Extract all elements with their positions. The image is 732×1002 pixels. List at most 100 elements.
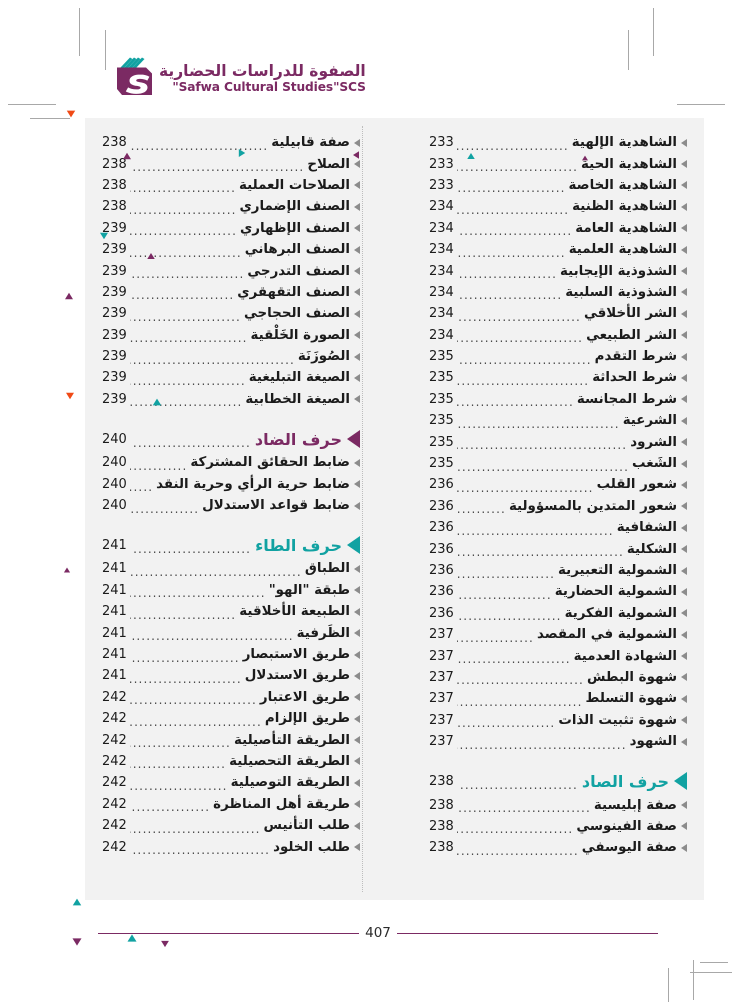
index-entry[interactable]: الصنف الإضماري 238 [102,196,360,217]
dot-leader [457,696,583,708]
index-entry[interactable]: الشرود 235 [429,431,687,452]
index-entry[interactable]: ضابط حرية الرأي وحرية النقد 240 [102,473,360,494]
index-entry[interactable]: الشاهدية الحية 233 [429,153,687,174]
dot-leader [130,609,236,621]
index-entry[interactable]: الشرعية 235 [429,410,687,431]
index-entry[interactable]: الشمولية التعبيرية 236 [429,560,687,581]
index-entry[interactable]: الطريقة التأصيلية 242 [102,729,360,750]
index-entry[interactable]: الشر الطبيعي 234 [429,325,687,346]
index-entry[interactable]: الشاهدية الإلهية 233 [429,132,687,153]
index-entry[interactable]: الشذوذية السلبية 234 [429,282,687,303]
entry-page-number: 233 [429,135,454,151]
index-entry[interactable]: شرط المجانسة 235 [429,389,687,410]
index-entry[interactable]: الصنف التقهقري 239 [102,282,360,303]
index-entry[interactable]: الشمولية الفكرية 236 [429,603,687,624]
entry-bullet-icon [681,630,687,639]
index-entry[interactable]: الشمولية في المقصد 237 [429,624,687,645]
crop-mark-top-left-h2 [30,118,70,119]
entry-page-number: 235 [429,456,454,472]
index-entry[interactable]: الصُوزَنَة 239 [102,346,360,367]
entry-page-number: 235 [429,349,454,365]
index-entry[interactable]: الشهود 237 [429,731,687,752]
index-entry[interactable]: شرط الحداثة 235 [429,367,687,388]
entry-label: الصنف الحجاجي [243,306,350,322]
entry-bullet-icon [681,694,687,703]
section-label: حرف الضاد [254,429,342,449]
index-entry[interactable]: الصيغة التبليغية 239 [102,367,360,388]
entry-label: شرط المجانسة [576,391,677,407]
index-entry[interactable]: شهوة البطش 237 [429,667,687,688]
entry-bullet-icon [354,821,360,830]
index-entry[interactable]: طريق الاستبصار 241 [102,644,360,665]
index-entry[interactable]: الشاهدية الظنية 234 [429,196,687,217]
index-entry[interactable]: طلب التأنيس 242 [102,815,360,836]
entry-bullet-icon [681,523,687,532]
index-entry[interactable]: الصيغة الخطابية 239 [102,389,360,410]
index-entry[interactable]: صفة قابيلية 238 [102,132,360,153]
index-entry[interactable]: شعور المتدين بالمسؤولية 236 [429,496,687,517]
entry-label: شهوة البطش [586,669,677,685]
entry-bullet-icon [681,416,687,425]
entry-label: الصنف التدرجي [247,263,350,279]
index-entry[interactable]: الصنف التدرجي 239 [102,260,360,281]
index-entry[interactable]: ضابط الحقائق المشتركة 240 [102,452,360,473]
index-entry[interactable]: الظَرفية 241 [102,622,360,643]
entry-bullet-icon [354,650,360,659]
index-entry[interactable]: الصلاحات العملية 238 [102,175,360,196]
index-entry[interactable]: الصلاح 238 [102,153,360,174]
index-entry[interactable]: طريق الاستدلال 241 [102,665,360,686]
index-entry[interactable]: الشر الأخلاقي 234 [429,303,687,324]
dot-leader [130,161,305,173]
index-entry[interactable]: الصنف الحجاجي 239 [102,303,360,324]
index-entry[interactable]: الصنف الإظهاري 239 [102,218,360,239]
index-entry[interactable]: الشذوذية الإيجابية 234 [429,260,687,281]
index-entry[interactable]: الطباق 241 [102,558,360,579]
index-entry[interactable]: طلب الخلود 242 [102,836,360,857]
index-entry[interactable]: شهوة تثبيت الذات 237 [429,710,687,731]
index-entry[interactable]: الشهادة العدمية 237 [429,645,687,666]
index-entry[interactable]: طريقة أهل المناظرة 242 [102,794,360,815]
dot-leader [130,375,246,387]
index-entry[interactable]: طريق الإلزام 242 [102,708,360,729]
index-section-header[interactable]: حرف الضاد 240 [102,426,360,452]
index-section-header[interactable]: حرف الصاد 238 [429,768,687,794]
index-entry[interactable]: الشاهدية العامة 234 [429,218,687,239]
decorative-triangle [353,151,359,159]
entry-page-number: 236 [429,477,454,493]
index-entry[interactable]: صفة الفينوسي 238 [429,816,687,837]
index-entry[interactable]: الشكلية 236 [429,538,687,559]
index-entry[interactable]: الشَغب 235 [429,453,687,474]
index-entry[interactable]: طريق الاعتبار 242 [102,687,360,708]
page-footer: 407 [98,925,658,941]
decorative-triangle [63,567,71,573]
index-entry[interactable]: شرط التقدم 235 [429,346,687,367]
index-entry[interactable]: الشاهدية العلمية 234 [429,239,687,260]
index-entry[interactable]: الشاهدية الخاصة 233 [429,175,687,196]
index-entry[interactable]: الصورة الخَلْقية 239 [102,325,360,346]
entry-label: الشاهدية الخاصة [568,177,678,193]
crop-mark-top-right-v2 [628,30,629,70]
index-entry[interactable]: الطبيعة الأخلاقية 241 [102,601,360,622]
dot-leader [131,543,251,555]
dot-leader [130,225,237,237]
index-section-header[interactable]: حرف الطاء 241 [102,532,360,558]
index-entry[interactable]: الشمولية الحضارية 236 [429,581,687,602]
entry-label: الصنف الإظهاري [240,220,350,236]
index-entry[interactable]: ضابط قواعد الاستدلال 240 [102,495,360,516]
index-entry[interactable]: الطريقة التوصيلية 242 [102,772,360,793]
index-entry[interactable]: شعور القلب 236 [429,474,687,495]
index-entry[interactable]: طبقة "الهو" 241 [102,580,360,601]
entry-page-number: 238 [429,840,454,856]
entry-page-number: 235 [429,434,454,450]
index-panel: الشاهدية الإلهية233الشاهدية الحية233الشا… [85,118,704,900]
index-entry[interactable]: شهوة التسلط 237 [429,688,687,709]
entry-label: الشرود [630,434,677,450]
index-entry[interactable]: الصنف البرهاني 239 [102,239,360,260]
entry-label: الشاهدية العامة [575,220,677,236]
index-entry[interactable]: الطريقة التحصيلية 242 [102,751,360,772]
index-entry[interactable]: الشفافية 236 [429,517,687,538]
index-entry[interactable]: صفة إبليسية 238 [429,794,687,815]
section-label: حرف الطاء [255,535,342,555]
index-entry[interactable]: صفة اليوسفي 238 [429,837,687,858]
decorative-triangle [127,934,137,942]
